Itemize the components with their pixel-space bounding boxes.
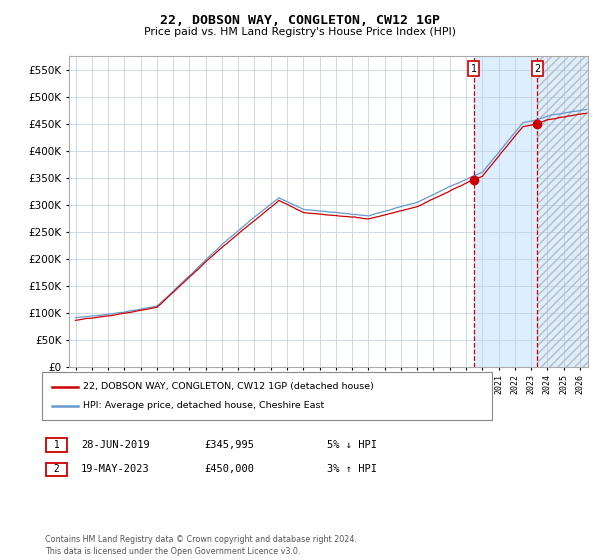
HPI: Average price, detached house, Cheshire East: (2.03e+03, 4.76e+05): Average price, detached house, Cheshire … (583, 106, 590, 113)
22, DOBSON WAY, CONGLETON, CW12 1GP (detached house) (88, 315, 95, 321)
22, DOBSON WAY, CONGLETON, CW12 1GP (detached house) (354, 214, 361, 221)
Text: Contains HM Land Registry data © Crown copyright and database right 2024.
This d: Contains HM Land Registry data © Crown c… (45, 535, 357, 556)
Text: £450,000: £450,000 (204, 464, 254, 474)
Bar (537, 56, 588, 367)
HPI: Average price, detached house, Cheshire East: (2.03e+03, 4.71e+05): Average price, detached house, Cheshire … (564, 109, 571, 116)
Text: 3% ↑ HPI: 3% ↑ HPI (327, 464, 377, 474)
Text: 19-MAY-2023: 19-MAY-2023 (81, 464, 150, 474)
22, DOBSON WAY, CONGLETON, CW12 1GP (detached house) (564, 113, 571, 119)
HPI: Average price, detached house, Cheshire East: (2.01e+03, 2.81e+05): Average price, detached house, Cheshire … (354, 211, 361, 218)
Text: 1: 1 (48, 440, 65, 450)
HPI: Average price, detached house, Cheshire East: (2e+03, 9.4e+04): Average price, detached house, Cheshire … (88, 312, 95, 319)
HPI: Average price, detached house, Cheshire East: (2.02e+03, 4.69e+05): Average price, detached house, Cheshire … (559, 110, 566, 117)
HPI: Average price, detached house, Cheshire East: (2.01e+03, 3.1e+05): Average price, detached house, Cheshire … (274, 195, 281, 202)
Text: 22, DOBSON WAY, CONGLETON, CW12 1GP: 22, DOBSON WAY, CONGLETON, CW12 1GP (160, 14, 440, 27)
Text: 2: 2 (48, 464, 65, 474)
Line: 22, DOBSON WAY, CONGLETON, CW12 1GP (detached house): 22, DOBSON WAY, CONGLETON, CW12 1GP (det… (76, 113, 587, 320)
Text: 28-JUN-2019: 28-JUN-2019 (81, 440, 150, 450)
Bar (537, 56, 588, 367)
Line: HPI: Average price, detached house, Cheshire East: HPI: Average price, detached house, Ches… (76, 109, 587, 318)
22, DOBSON WAY, CONGLETON, CW12 1GP (detached house) (559, 114, 566, 120)
Bar (474, 56, 537, 367)
HPI: Average price, detached house, Cheshire East: (2.01e+03, 2.91e+05): Average price, detached house, Cheshire … (388, 206, 395, 213)
Text: 22, DOBSON WAY, CONGLETON, CW12 1GP (detached house): 22, DOBSON WAY, CONGLETON, CW12 1GP (det… (83, 382, 374, 391)
Text: £345,995: £345,995 (204, 440, 254, 450)
22, DOBSON WAY, CONGLETON, CW12 1GP (detached house) (388, 210, 395, 217)
Text: 1: 1 (471, 64, 477, 74)
22, DOBSON WAY, CONGLETON, CW12 1GP (detached house) (274, 198, 281, 205)
Text: 5% ↓ HPI: 5% ↓ HPI (327, 440, 377, 450)
22, DOBSON WAY, CONGLETON, CW12 1GP (detached house) (583, 110, 590, 116)
Text: Price paid vs. HM Land Registry's House Price Index (HPI): Price paid vs. HM Land Registry's House … (144, 27, 456, 37)
Text: 2: 2 (534, 64, 541, 74)
HPI: Average price, detached house, Cheshire East: (2e+03, 9.1e+04): Average price, detached house, Cheshire … (72, 314, 79, 321)
22, DOBSON WAY, CONGLETON, CW12 1GP (detached house) (72, 317, 79, 324)
Text: HPI: Average price, detached house, Cheshire East: HPI: Average price, detached house, Ches… (83, 402, 324, 410)
